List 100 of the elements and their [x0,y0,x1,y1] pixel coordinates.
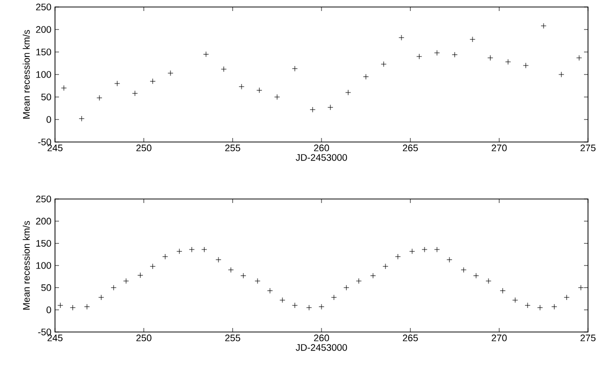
point [306,304,312,310]
x-tick-label: 250 [136,334,152,342]
x-tick-label: 245 [48,144,63,152]
x-tick-label: 255 [225,144,240,152]
point [578,284,584,291]
point [395,254,401,260]
point [176,248,182,254]
y-axis-title: Mean recession km/s [22,220,30,310]
y-tick-label: 100 [36,262,52,269]
point [256,87,262,94]
x-tick-label: 260 [314,144,330,152]
point [280,297,286,303]
point [473,272,479,279]
point [220,66,227,72]
point [331,294,337,300]
point [380,61,387,67]
point [576,55,582,61]
point [416,54,422,60]
x-tick-label: 250 [136,144,152,152]
point [363,74,369,80]
point [78,116,84,122]
point [328,104,334,110]
point [228,267,234,273]
point [446,256,452,263]
point [460,267,466,273]
y-tick-label: 0 [46,306,52,314]
y-tick-label: -50 [38,138,52,146]
point [57,302,64,308]
point [96,95,102,101]
x-tick-label: 265 [402,334,418,342]
point [162,254,168,260]
y-tick-label: 200 [36,218,52,225]
point [522,62,529,68]
point [422,246,428,252]
point [98,294,104,300]
point [512,297,518,303]
point [524,302,530,308]
point [292,66,298,72]
point [310,106,316,112]
x-tick-label: 275 [580,144,596,152]
point [84,304,90,310]
y-tick-label: 200 [36,26,52,33]
y-tick-label: 100 [36,71,52,78]
y-tick-label: -50 [38,328,52,336]
point [254,278,260,284]
y-tick-label: 50 [41,94,52,100]
x-tick-label: 255 [225,334,240,342]
y-tick-label: 150 [36,48,52,56]
point [267,288,273,294]
point [540,23,546,29]
point [487,55,494,61]
point [110,284,116,291]
point [486,278,492,284]
x-axis-title: JD-2453000 [296,154,347,161]
x-tick-label: 245 [48,334,63,342]
point [345,90,351,96]
y-tick-label: 150 [36,240,52,247]
point [240,272,246,279]
point [201,246,208,252]
point [292,302,298,308]
point [150,78,156,84]
point [61,85,67,91]
y-tick-label: 250 [36,196,52,202]
point [274,94,280,100]
point [434,246,440,252]
x-tick-label: 270 [492,144,507,152]
point [318,304,324,310]
y-tick-label: 250 [36,4,52,10]
point [344,284,350,291]
point [203,51,209,58]
x-tick-label: 260 [314,334,330,342]
y-axis-title: Mean recession km/s [22,30,30,119]
point [216,256,222,263]
point [356,278,362,284]
point [505,59,511,65]
point [238,84,244,90]
point [114,80,120,86]
point [70,304,76,310]
point [500,288,506,294]
point [382,264,388,270]
point [470,36,476,42]
point [537,304,543,310]
point [132,90,138,96]
x-tick-label: 265 [402,144,418,152]
point [564,294,570,300]
point [409,248,415,254]
point [370,272,376,279]
point [168,70,174,76]
point [123,278,129,284]
x-tick-label: 275 [580,334,596,342]
y-tick-label: 50 [41,284,52,292]
x-tick-label: 270 [492,334,507,342]
point [137,272,144,278]
y-tick-label: 0 [46,116,52,123]
point [150,264,156,270]
point [434,50,440,56]
point [398,34,404,40]
point [558,72,564,78]
x-axis-title: JD-2453000 [296,344,347,351]
point [188,246,195,252]
